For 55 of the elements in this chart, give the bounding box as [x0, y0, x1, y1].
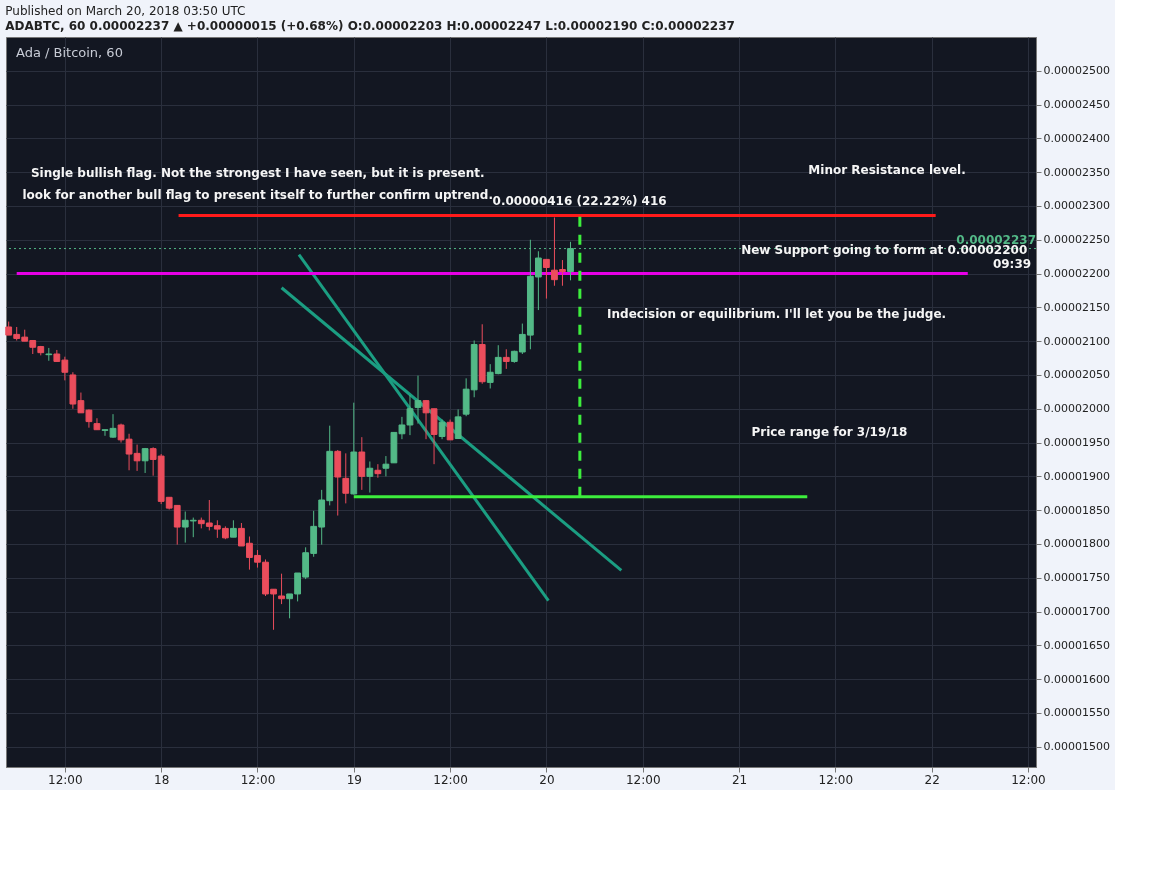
y-tick-label: 0.00002450 — [1043, 98, 1110, 112]
candlestick — [502, 348, 510, 370]
y-tick-label: 0.00002000 — [1043, 402, 1110, 416]
y-tick-label: 0.00001800 — [1043, 537, 1110, 551]
y-tick-label: 0.00002100 — [1043, 334, 1110, 348]
y-tick-label: 0.00002150 — [1043, 300, 1110, 314]
y-tick-label: 0.00002250 — [1043, 233, 1110, 247]
annotation: 09:39 — [992, 256, 1032, 271]
y-tick-label: 0.00001950 — [1043, 436, 1110, 450]
candlestick — [366, 460, 374, 494]
candlestick — [454, 408, 462, 439]
annotation: Single bullish flag. Not the strongest I have seen, but it is present. look for another bull flag to present itself to further confirm uptrend. — [22, 165, 494, 202]
y-tick-label: 0.00001650 — [1043, 638, 1110, 652]
y-tick-label: 0.00001700 — [1043, 605, 1110, 619]
x-tick-label: 21 — [731, 772, 748, 787]
x-tick-label: 12:00 — [625, 772, 661, 787]
candlestick — [446, 419, 454, 441]
y-tick-label: 0.00002200 — [1043, 267, 1110, 281]
candlestick — [414, 375, 422, 425]
annotation: 0.00000416 (22.22%) 416 — [492, 193, 667, 208]
y-tick-label: 0.00002400 — [1043, 131, 1110, 145]
x-tick-label: 12:00 — [1011, 772, 1046, 787]
x-tick-label: 22 — [924, 772, 940, 787]
x-tick-label: 12:00 — [240, 772, 276, 787]
chart-title: Published on March 20, 2018 03:50 UTC — [5, 4, 246, 18]
y-tick-label: 0.00002300 — [1043, 199, 1110, 213]
candlestick — [93, 417, 101, 431]
y-tick-label: 0.00001600 — [1043, 672, 1110, 686]
y-tick-label: 0.00002500 — [1043, 64, 1110, 78]
candlestick — [278, 573, 285, 605]
x-tick-label: 12:00 — [48, 772, 83, 787]
x-tick-label: 12:00 — [433, 772, 468, 787]
y-tick-label: 0.00001500 — [1043, 740, 1110, 754]
x-tick-label: 19 — [346, 772, 362, 787]
candlestick — [543, 258, 550, 300]
candlestick — [342, 452, 350, 504]
y-tick-label: 0.00001900 — [1043, 469, 1110, 483]
annotation: New Support going to form at 0.00002200 — [741, 242, 1028, 257]
y-tick-label: 0.00002350 — [1043, 165, 1110, 179]
candlestick — [374, 463, 382, 479]
y-tick-label: 0.00002050 — [1043, 368, 1110, 382]
annotation: Ada / Bitcoin, 60 — [16, 45, 123, 60]
chart-subtitle: ADABTC, 60 0.00002237 ▲ +0.00000015 (+0.68%) O:0.00002203 H:0.00002247 L:0.00002190 C:0.00002237 — [5, 19, 735, 33]
candlestick — [141, 447, 149, 474]
candlestick — [438, 419, 446, 440]
y-tick-label: 0.00001750 — [1043, 571, 1110, 585]
x-tick-label: 18 — [154, 772, 170, 787]
x-tick-label: 20 — [539, 772, 555, 787]
annotation: Price range for 3/19/18 — [751, 424, 908, 439]
x-tick-label: 12:00 — [818, 772, 854, 787]
annotation: Minor Resistance level. — [808, 163, 966, 178]
y-tick-label: 0.00001550 — [1043, 706, 1110, 720]
candlestick — [382, 455, 390, 477]
y-tick-label: 0.00001850 — [1043, 503, 1110, 517]
annotation: Indecision or equilibrium. I'll let you be the judge. — [607, 306, 947, 321]
